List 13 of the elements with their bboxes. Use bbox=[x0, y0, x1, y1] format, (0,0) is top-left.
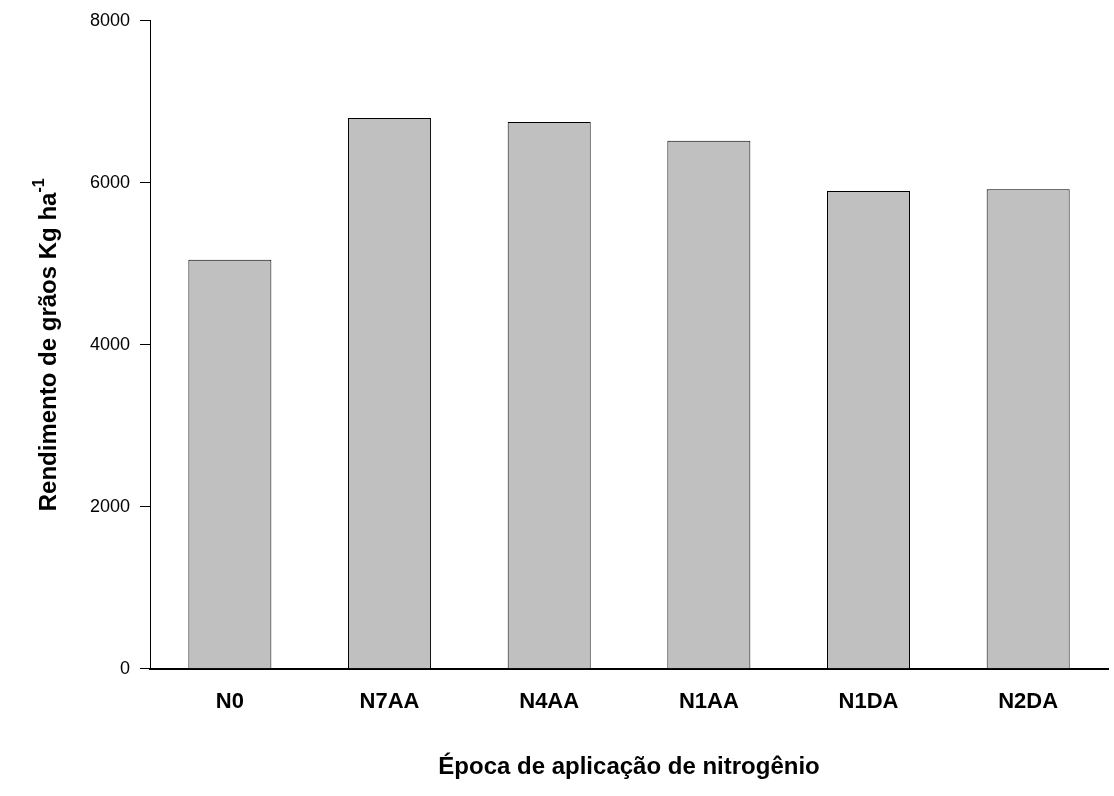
y-tick-label: 0 bbox=[120, 657, 131, 678]
x-axis-title: Época de aplicação de nitrogênio bbox=[438, 752, 820, 780]
y-tick-label: 6000 bbox=[90, 171, 131, 192]
x-tick-label: N2DA bbox=[998, 688, 1059, 714]
x-tick-label: N4AA bbox=[519, 688, 580, 714]
y-axis-title: Rendimento de grãos Kg ha-1 bbox=[30, 178, 61, 512]
x-tick-label: N0 bbox=[215, 688, 244, 714]
x-tick-label: N1AA bbox=[678, 688, 739, 714]
x-tick-label: N1DA bbox=[838, 688, 899, 714]
y-tick-label: 8000 bbox=[90, 9, 131, 30]
y-tick-label: 4000 bbox=[90, 333, 131, 354]
y-tick-label: 2000 bbox=[90, 495, 131, 516]
x-tick-label: N7AA bbox=[359, 688, 420, 714]
